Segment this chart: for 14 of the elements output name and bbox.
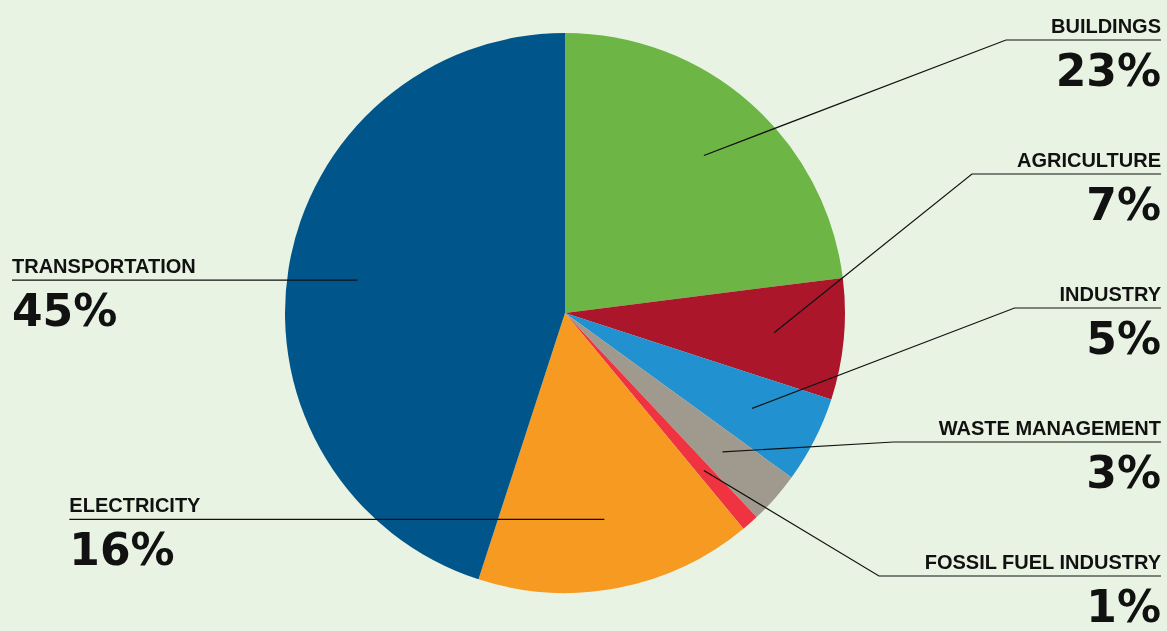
slice-label: ELECTRICITY	[69, 494, 202, 517]
data-label: 5%	[1086, 313, 1161, 364]
slice-label: BUILDINGS	[1051, 15, 1161, 37]
slice-label: TRANSPORTATION	[12, 255, 196, 278]
data-label: 7%	[1086, 179, 1161, 230]
slice-label: AGRICULTURE	[1016, 149, 1161, 171]
slice-label: INDUSTRY	[1059, 283, 1162, 305]
data-label: 45%	[12, 285, 118, 337]
data-label: 3%	[1086, 447, 1161, 498]
data-label: 16%	[69, 524, 175, 576]
data-label: 23%	[1055, 45, 1161, 96]
slice-label: WASTE MANAGEMENT	[938, 417, 1161, 439]
data-label: 1%	[1086, 581, 1161, 631]
slice-label: FOSSIL FUEL INDUSTRY	[924, 551, 1162, 573]
